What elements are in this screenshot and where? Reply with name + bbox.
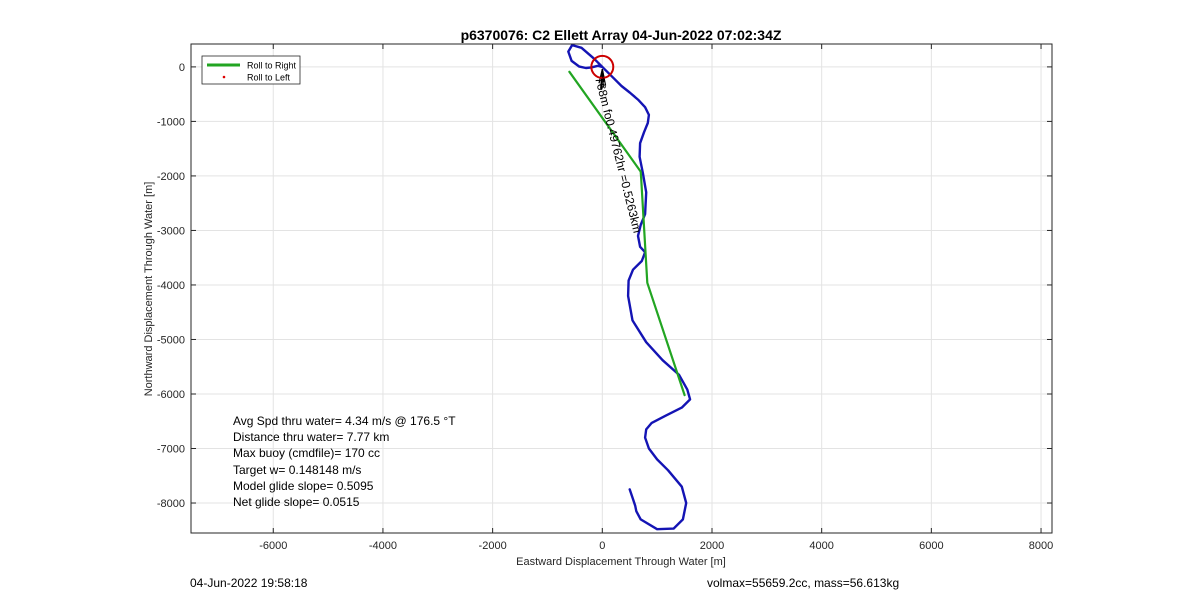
stat-net-glide: Net glide slope= 0.0515 [233,495,360,509]
y-tick-label: -6000 [157,389,185,401]
marker-group [590,54,615,90]
x-tick-label: 0 [599,540,605,552]
stat-target-w: Target w= 0.148148 m/s [233,463,361,477]
stat-model-glide: Model glide slope= 0.5095 [233,479,374,493]
x-tick-label: 2000 [700,540,724,552]
stat-avg-speed: Avg Spd thru water= 4.34 m/s @ 176.5 °T [233,414,456,428]
x-tick-label: -2000 [479,540,507,552]
y-tick-label: -1000 [157,116,185,128]
axes-box [190,43,1053,534]
x-tick-label: 6000 [919,540,943,552]
legend-label-roll-left: Roll to Left [247,73,291,83]
x-tick-label: -6000 [259,540,287,552]
x-tick-label: -4000 [369,540,397,552]
legend: Roll to Right Roll to Left [201,55,301,85]
stats-block: Avg Spd thru water= 4.34 m/s @ 176.5 °T … [233,414,456,509]
x-axis-label: Eastward Displacement Through Water [m] [516,556,726,568]
y-tick-label: -2000 [157,171,185,183]
legend-box [201,55,301,85]
stat-distance: Distance thru water= 7.77 km [233,430,389,444]
y-tick-label: -8000 [157,498,185,510]
series-glider-track [567,43,692,531]
start-tick-mark [598,68,603,84]
footer-timestamp: 04-Jun-2022 19:58:18 [190,576,308,590]
y-tick-label: 0 [179,62,185,74]
target-circle-marker [590,54,615,79]
ticks: -6000 -4000 -2000 0 2000 4000 6000 8000 0 -1000 -2… [157,44,1053,552]
y-axis-label: Northward Displacement Through Water [m] [143,182,155,397]
y-tick-label: -5000 [157,334,185,346]
grid [191,44,1052,533]
chart-title: p6370076: C2 Ellett Array 04-Jun-2022 07… [461,27,782,43]
series-group [567,43,692,531]
y-tick-label: -4000 [157,280,185,292]
legend-swatch-roll-left [222,75,226,79]
legend-label-roll-right: Roll to Right [247,61,297,71]
footer-vehicle-info: volmax=55659.2cc, mass=56.613kg [707,576,900,590]
series-roll-to-right [568,70,686,397]
y-tick-label: -7000 [157,444,185,456]
x-tick-label: 4000 [809,540,833,552]
stat-max-buoy: Max buoy (cmdfile)= 170 cc [233,446,380,460]
x-tick-label: 8000 [1029,540,1053,552]
y-tick-label: -3000 [157,225,185,237]
